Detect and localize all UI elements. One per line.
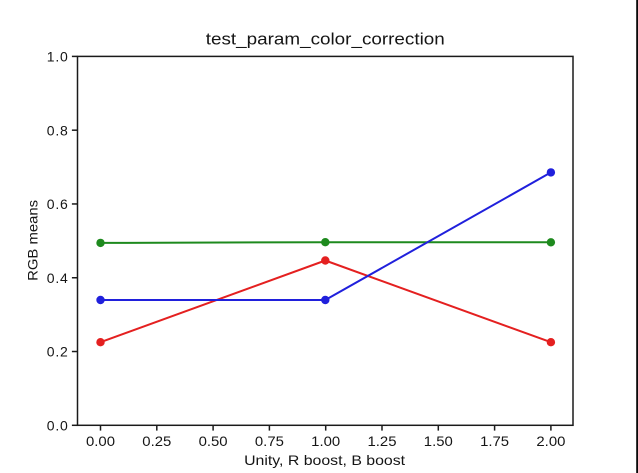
svg-text:0.4: 0.4 xyxy=(47,270,68,286)
svg-text:0.8: 0.8 xyxy=(47,122,68,138)
svg-text:0.50: 0.50 xyxy=(199,433,228,449)
svg-text:1.75: 1.75 xyxy=(480,433,509,449)
svg-text:RGB means: RGB means xyxy=(25,200,41,281)
svg-text:0.25: 0.25 xyxy=(142,433,171,449)
svg-text:0.0: 0.0 xyxy=(47,417,68,433)
svg-text:0.00: 0.00 xyxy=(86,433,115,449)
svg-text:0.75: 0.75 xyxy=(255,433,284,449)
svg-text:2.00: 2.00 xyxy=(536,433,565,449)
svg-text:0.2: 0.2 xyxy=(47,344,68,360)
svg-text:test_param_color_correction: test_param_color_correction xyxy=(206,29,445,48)
svg-text:1.00: 1.00 xyxy=(311,433,340,449)
svg-text:Unity, R boost, B boost: Unity, R boost, B boost xyxy=(244,452,405,468)
svg-text:1.50: 1.50 xyxy=(424,433,453,449)
svg-text:1.25: 1.25 xyxy=(368,433,397,449)
svg-text:0.6: 0.6 xyxy=(47,196,68,212)
svg-text:1.0: 1.0 xyxy=(47,49,68,65)
